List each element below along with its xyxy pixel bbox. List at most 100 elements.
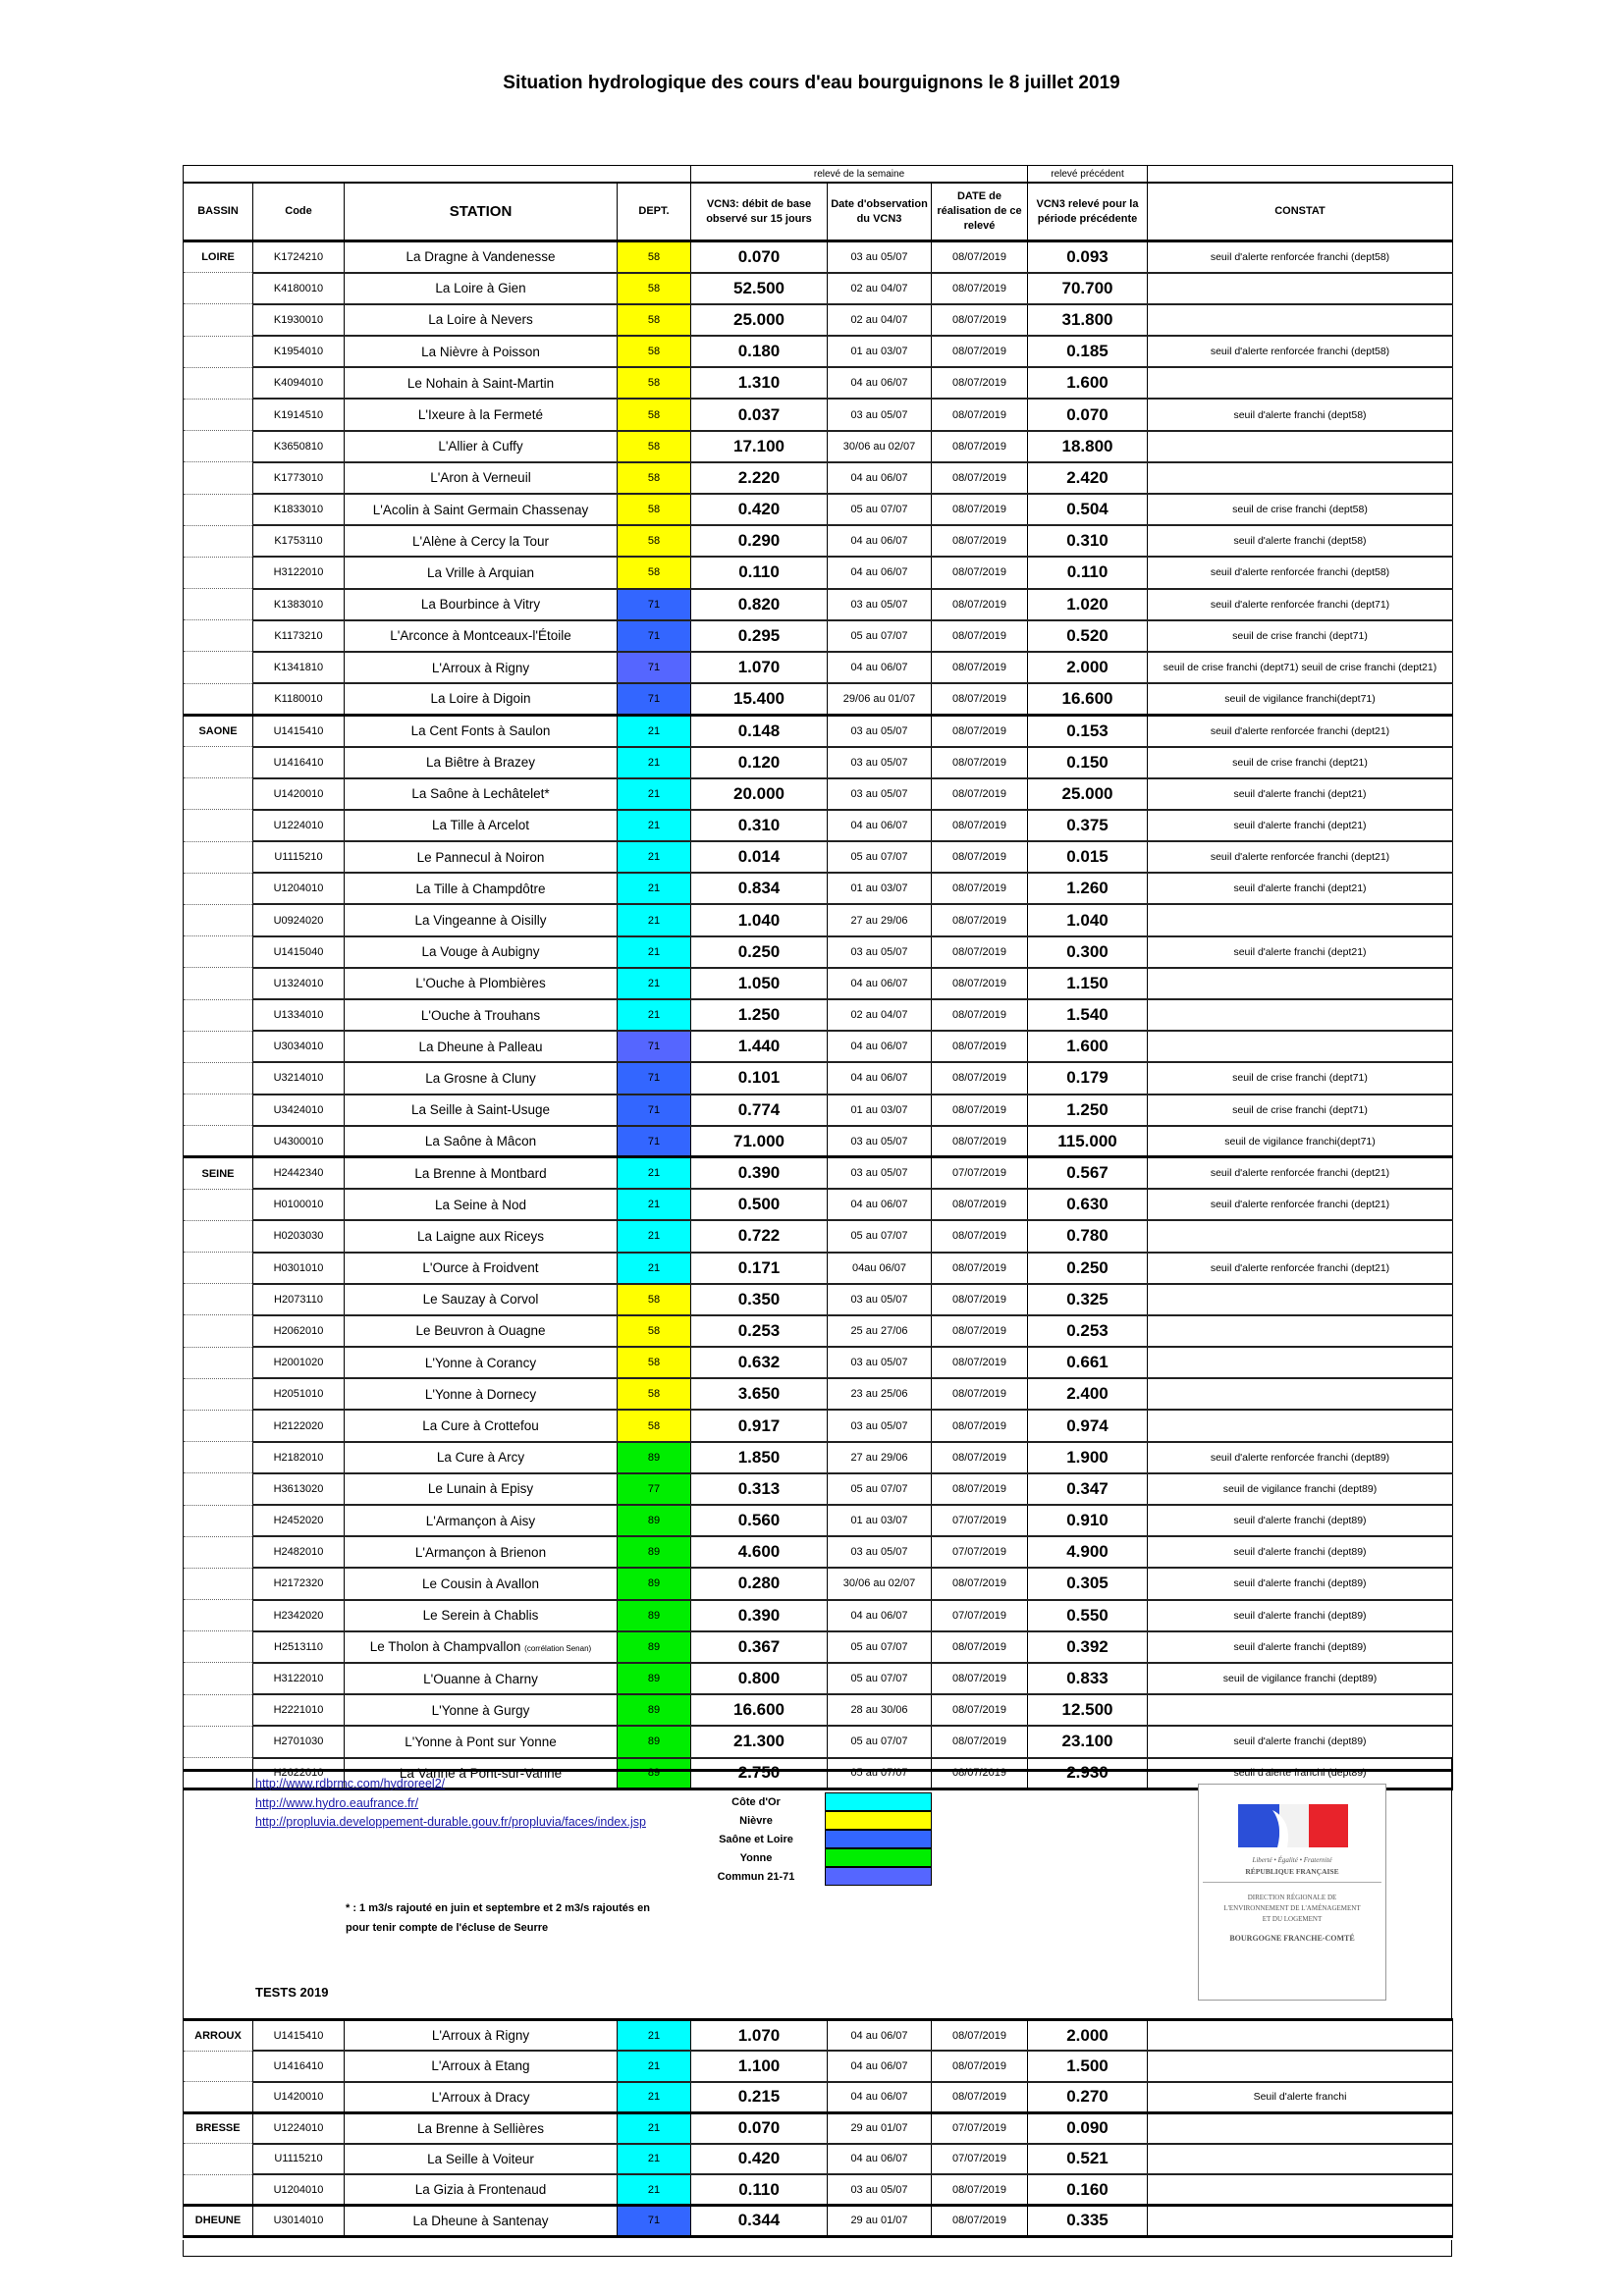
vcn3-cell: 16.600: [690, 1694, 828, 1728]
constat-cell: seuil d'alerte franchi (dept21): [1147, 809, 1453, 843]
table-row: U1115210 La Seille à Voiteur 21 0.420 04 au …: [183, 2143, 1453, 2175]
constat-cell: seuil d'alerte renforcée franchi (dept21…: [1147, 1189, 1453, 1222]
week-band-label: relevé de la semaine: [690, 165, 1028, 184]
vcn3-prev-cell: 0.567: [1027, 1156, 1148, 1191]
bassin-cell: [183, 999, 253, 1032]
dept-cell: 21: [617, 2174, 691, 2207]
station-cell: La Gizia à Frontenaud: [344, 2174, 618, 2207]
dept-cell: 21: [617, 777, 691, 811]
bassin-cell: [183, 904, 253, 937]
date-releve-cell: 08/07/2019: [931, 1441, 1028, 1474]
bassin-cell: [183, 1472, 253, 1506]
vcn3-prev-cell: 0.015: [1027, 841, 1148, 875]
link-propluvia[interactable]: http://propluvia.developpement-durable.g…: [255, 1815, 646, 1829]
table-row: H2622010 La Vanne à Pont-sur-Vanne 89 2.750…: [183, 1757, 1453, 1791]
code-cell: H2182010: [252, 1441, 345, 1474]
vcn3-cell: 0.180: [690, 336, 828, 369]
station-cell: L'Ouanne à Charny: [344, 1662, 618, 1696]
vcn3-cell: 0.774: [690, 1094, 828, 1127]
bassin-cell: [183, 1441, 253, 1474]
date-obs-cell: 03 au 05/07: [827, 588, 932, 621]
date-releve-cell: 08/07/2019: [931, 715, 1028, 748]
code-cell: K1173210: [252, 619, 345, 653]
date-releve-cell: 08/07/2019: [931, 588, 1028, 621]
vcn3-prev-cell: 1.250: [1027, 1094, 1148, 1127]
table-row: U1115210 Le Pannecul à Noiron 21 0.014 05 au…: [183, 841, 1453, 875]
bassin-cell: [183, 336, 253, 368]
vcn3-prev-cell: 0.335: [1027, 2205, 1148, 2238]
table-row: U3214010 La Grosne à Cluny 71 0.101 04 au 06…: [183, 1062, 1453, 1095]
vcn3-cell: 0.253: [690, 1314, 828, 1349]
bassin-cell: [183, 1283, 253, 1316]
code-cell: H2442340: [252, 1156, 345, 1191]
dept-cell: 21: [617, 904, 691, 937]
constat-cell: seuil de crise franchi (dept71) seuil de…: [1147, 651, 1453, 685]
dept-cell: 21: [617, 967, 691, 1001]
vcn3-prev-cell: 0.300: [1027, 935, 1148, 969]
station-cell: La Tille à Arcelot: [344, 809, 618, 843]
bassin-cell: [183, 1220, 253, 1254]
constat-cell: seuil de vigilance franchi(dept71): [1147, 1125, 1453, 1159]
vcn3-prev-cell: 1.900: [1027, 1441, 1148, 1474]
constat-cell: [1147, 2019, 1453, 2052]
vcn3-cell: 0.290: [690, 525, 828, 559]
constat-cell: [1147, 303, 1453, 338]
link-rdbrmc[interactable]: http://www.rdbrmc.com/hydroreel2/: [255, 1777, 446, 1790]
table-row: K1383010 La Bourbince à Vitry 71 0.820 03 au…: [183, 588, 1453, 621]
header-date-releve: DATE de réalisation de ce relevé: [931, 182, 1028, 242]
table-row: H2452020 L'Armançon à Aisy 89 0.560 01 au 03…: [183, 1505, 1453, 1538]
date-obs-cell: 03 au 05/07: [827, 777, 932, 811]
code-cell: U1224010: [252, 809, 345, 843]
date-obs-cell: 04 au 06/07: [827, 1062, 932, 1095]
code-cell: H2122020: [252, 1410, 345, 1443]
constat-cell: [1147, 1694, 1453, 1728]
constat-cell: seuil d'alerte renforcée franchi (dept21…: [1147, 715, 1453, 748]
vcn3-prev-cell: 0.392: [1027, 1630, 1148, 1664]
dept-cell: 89: [617, 1536, 691, 1570]
dept-cell: 71: [617, 1094, 691, 1127]
station-cell: Le Beuvron à Ouagne: [344, 1314, 618, 1349]
constat-cell: [1147, 2174, 1453, 2207]
legend-swatch: [825, 1830, 932, 1848]
date-releve-cell: 08/07/2019: [931, 494, 1028, 527]
constat-cell: seuil d'alerte renforcée franchi (dept58…: [1147, 240, 1453, 274]
code-cell: U4300010: [252, 1125, 345, 1159]
bassin-cell: [183, 525, 253, 558]
code-cell: H2073110: [252, 1283, 345, 1316]
table-row: SEINE H2442340 La Brenne à Montbard 21 0.390…: [183, 1156, 1453, 1191]
vcn3-cell: 0.070: [690, 2112, 828, 2145]
code-cell: K1383010: [252, 588, 345, 621]
table-row: U4300010 La Saône à Mâcon 71 71.000 03 au 05…: [183, 1125, 1453, 1159]
bassin-cell: [183, 1694, 253, 1727]
constat-cell: [1147, 999, 1453, 1033]
date-releve-cell: 08/07/2019: [931, 461, 1028, 496]
vcn3-prev-cell: 0.070: [1027, 399, 1148, 432]
dept-cell: 58: [617, 399, 691, 432]
constat-cell: seuil d'alerte renforcée franchi (dept21…: [1147, 1156, 1453, 1191]
vcn3-prev-cell: 0.305: [1027, 1568, 1148, 1601]
bassin-cell: [183, 1378, 253, 1411]
legend-label: Nièvre: [739, 1814, 773, 1827]
code-cell: K4094010: [252, 367, 345, 400]
vcn3-prev-cell: 1.150: [1027, 967, 1148, 1001]
table-row: H0203030 La Laigne aux Riceys 21 0.722 05 au…: [183, 1220, 1453, 1254]
vcn3-prev-cell: 0.974: [1027, 1410, 1148, 1443]
vcn3-cell: 0.367: [690, 1630, 828, 1664]
table-row: U1415040 La Vouge à Aubigny 21 0.250 03 au 0…: [183, 935, 1453, 969]
constat-cell: [1147, 430, 1453, 463]
vcn3-cell: 25.000: [690, 303, 828, 338]
constat-cell: [1147, 1410, 1453, 1443]
link-hydro-eaufrance[interactable]: http://www.hydro.eaufrance.fr/: [255, 1795, 419, 1810]
date-obs-cell: 04 au 06/07: [827, 2051, 932, 2083]
vcn3-prev-cell: 0.253: [1027, 1314, 1148, 1349]
date-releve-cell: 08/07/2019: [931, 651, 1028, 685]
vcn3-prev-cell: 0.780: [1027, 1220, 1148, 1254]
date-obs-cell: 03 au 05/07: [827, 1347, 932, 1380]
date-releve-cell: 07/07/2019: [931, 1156, 1028, 1191]
code-cell: H2062010: [252, 1314, 345, 1349]
station-cell: Le Sauzay à Corvol: [344, 1283, 618, 1316]
constat-cell: seuil de crise franchi (dept71): [1147, 1094, 1453, 1127]
bassin-cell: [183, 1125, 253, 1159]
date-releve-cell: 08/07/2019: [931, 1125, 1028, 1159]
dept-cell: 21: [617, 935, 691, 969]
